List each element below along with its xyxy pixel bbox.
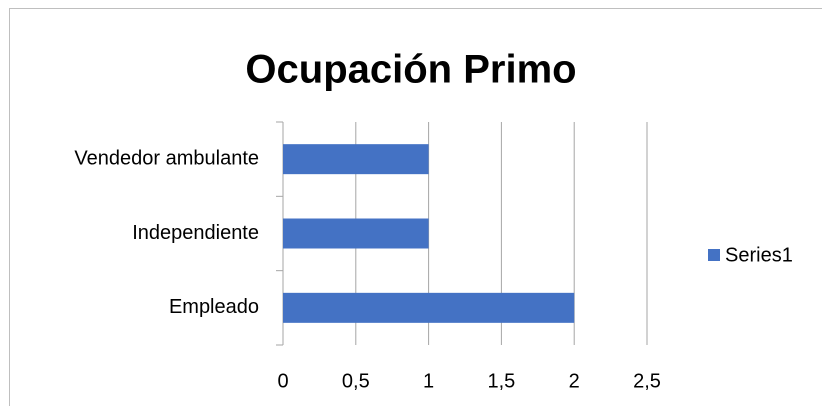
x-tick-label: 0 xyxy=(277,370,288,392)
x-tick-label: 1 xyxy=(423,370,434,392)
y-tick-label: Independiente xyxy=(132,222,259,244)
x-tick-label: 0,5 xyxy=(342,370,370,392)
y-tick-label: Vendedor ambulante xyxy=(74,147,259,169)
y-tick-label: Empleado xyxy=(169,296,259,318)
x-tick-label: 2,5 xyxy=(633,370,661,392)
chart-frame xyxy=(9,8,822,406)
x-tick-label: 1,5 xyxy=(487,370,515,392)
bar xyxy=(283,144,429,175)
chart-title: Ocupación Primo xyxy=(245,48,576,92)
x-tick-label: 2 xyxy=(569,370,580,392)
bar xyxy=(283,292,575,323)
bar xyxy=(283,218,429,249)
legend-label: Series1 xyxy=(725,244,793,266)
legend-swatch xyxy=(708,249,720,261)
